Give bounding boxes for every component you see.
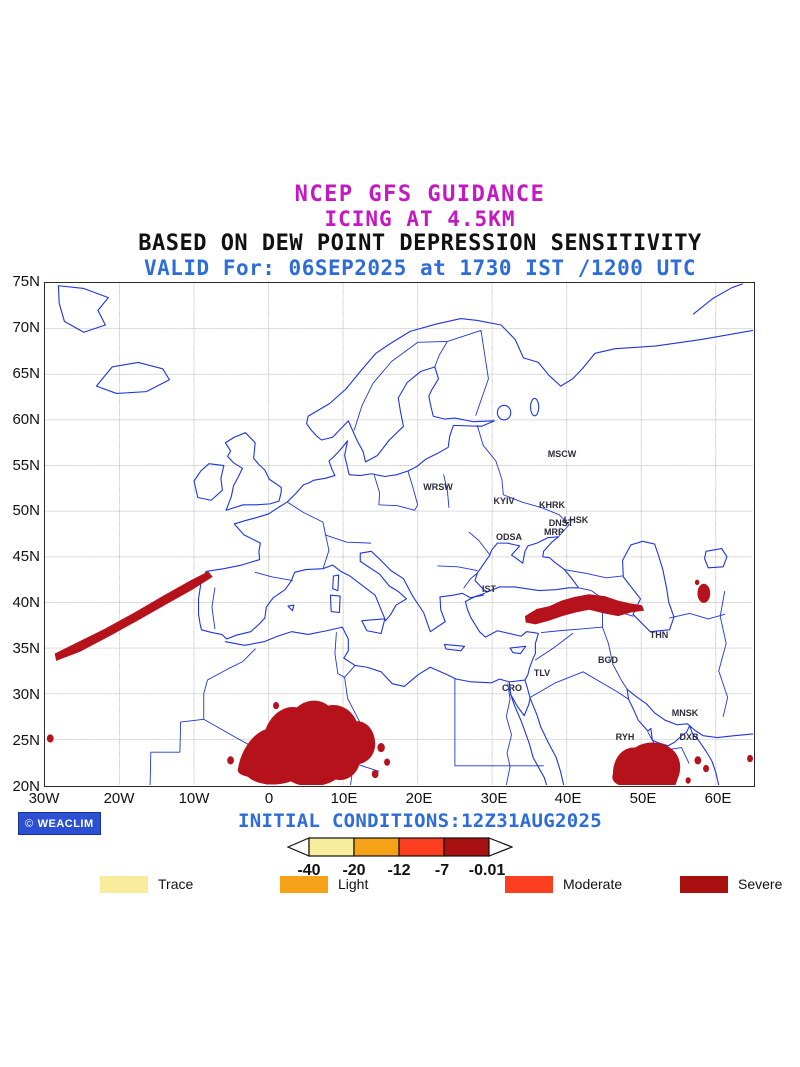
legend-swatch-severe — [680, 876, 728, 893]
scale-arrow — [287, 837, 513, 857]
map-frame: MSCW WRSW KYIV KHRK LHSK DNST MRP ODSA I… — [44, 282, 755, 787]
color-scale-bar: -40 -20 -12 -7 -0.01 — [287, 837, 513, 879]
lat-tick-label: 35N — [12, 640, 40, 657]
legend-swatch-light — [280, 876, 328, 893]
city-label: LHSK — [563, 515, 589, 525]
lon-tick-label: 10W — [178, 790, 210, 807]
lat-tick-label: 70N — [12, 319, 40, 336]
legend-swatch-moderate — [505, 876, 553, 893]
lon-tick-label: 20E — [405, 790, 433, 807]
scale-tick: -7 — [435, 862, 449, 879]
lat-tick-label: 45N — [12, 548, 40, 565]
legend-label-severe: Severe — [738, 876, 783, 892]
lat-tick-label: 65N — [12, 365, 40, 382]
weaclim-logo: © WEACLIM — [18, 812, 101, 835]
lat-tick-label: 50N — [12, 502, 40, 519]
severe-icing-regions — [46, 571, 753, 785]
weaclim-logo-text: WEACLIM — [37, 817, 94, 830]
copyright-icon: © — [25, 817, 34, 830]
city-label: DXB — [679, 732, 699, 742]
city-label: MRP — [544, 527, 564, 537]
lat-tick-label: 40N — [12, 594, 40, 611]
title-product: ICING AT 4.5KM — [324, 207, 516, 231]
lat-tick-label: 55N — [12, 457, 40, 474]
scale-tick: -0.01 — [469, 862, 506, 879]
city-label: CRO — [502, 683, 522, 693]
city-label: ODSA — [495, 532, 523, 542]
lat-tick-label: 30N — [12, 686, 40, 703]
scale-tick: -12 — [387, 862, 410, 879]
lat-tick-label: 25N — [12, 732, 40, 749]
city-label: BGD — [598, 655, 618, 665]
city-label: RYH — [615, 732, 635, 742]
city-label: KHRK — [539, 500, 565, 510]
city-label: TLV — [533, 668, 551, 678]
city-label: MSCW — [547, 449, 577, 459]
title-method: BASED ON DEW POINT DEPRESSION SENSITIVIT… — [138, 231, 702, 256]
lon-tick-label: 60E — [704, 790, 732, 807]
lon-tick-label: 0 — [264, 790, 274, 807]
initial-conditions-text: INITIAL CONDITIONS:12Z31AUG2025 — [238, 810, 602, 832]
city-label: WRSW — [423, 482, 453, 492]
legend-label-light: Light — [338, 876, 369, 892]
coastlines — [58, 284, 753, 785]
lon-tick-label: 50E — [629, 790, 657, 807]
lat-tick-label: 60N — [12, 411, 40, 428]
city-label: IST — [481, 584, 497, 594]
scale-tick-labels: -40 -20 -12 -7 -0.01 — [297, 862, 505, 879]
lon-tick-label: 30E — [480, 790, 508, 807]
legend-label-moderate: Moderate — [563, 876, 623, 892]
title-model: NCEP GFS GUIDANCE — [294, 182, 546, 207]
legend-label-trace: Trace — [158, 876, 194, 892]
lat-tick-label: 75N — [12, 273, 40, 290]
lat-tick-label: 20N — [12, 778, 40, 795]
city-label: KYIV — [493, 496, 515, 506]
lon-tick-label: 10E — [330, 790, 358, 807]
lon-tick-label: 30W — [28, 790, 60, 807]
lon-tick-label: 20W — [103, 790, 135, 807]
map-canvas — [45, 283, 753, 785]
lon-tick-label: 40E — [554, 790, 582, 807]
country-borders — [150, 330, 728, 785]
gridlines — [45, 283, 753, 785]
legend-swatch-trace — [100, 876, 148, 893]
city-label: DNST — [548, 518, 574, 528]
city-label: THN — [649, 630, 669, 640]
title-valid-time: VALID For: 06SEP2025 at 1730 IST /1200 U… — [143, 256, 696, 280]
scale-tick: -40 — [297, 862, 320, 879]
city-label: MNSK — [671, 708, 699, 718]
scale-tick: -20 — [342, 862, 365, 879]
